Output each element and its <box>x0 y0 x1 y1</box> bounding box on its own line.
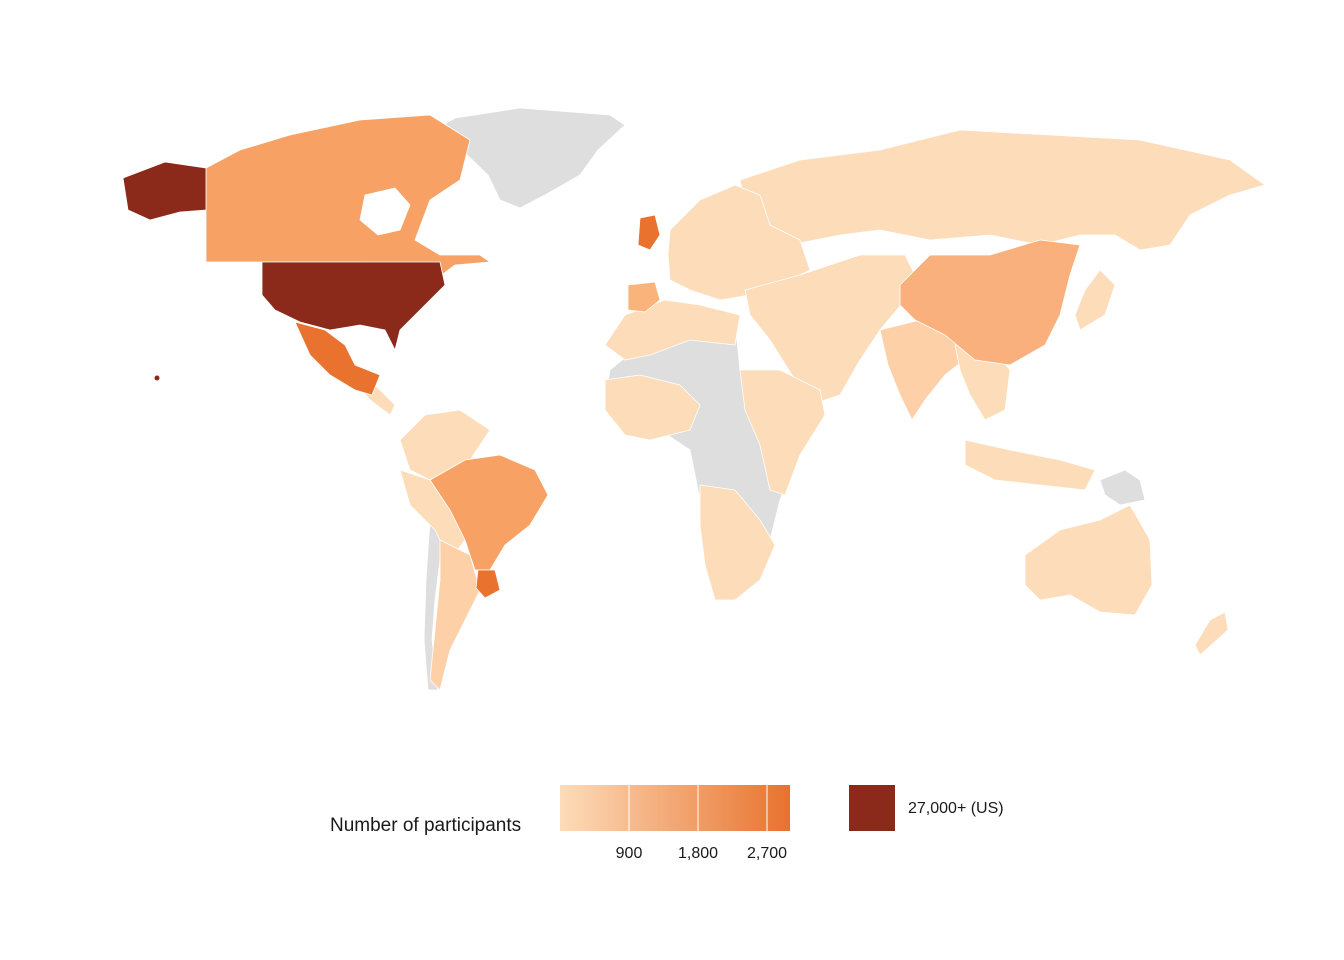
region-east-africa <box>739 369 826 496</box>
region-argentina <box>429 539 481 691</box>
legend-tick-label-0: 900 <box>615 845 643 862</box>
region-australia <box>1024 504 1153 616</box>
region-new-zealand <box>1194 611 1229 656</box>
region-indonesia <box>964 439 1096 491</box>
us-legend-swatch <box>849 785 895 831</box>
region-canada <box>205 114 491 286</box>
region-mexico <box>294 321 381 396</box>
us-legend-label: 27,000+ (US) <box>908 800 1004 817</box>
mid-value-regions <box>205 114 1081 571</box>
legend-title: Number of participants <box>330 815 522 836</box>
region-hawaii <box>154 375 160 381</box>
region-alaska <box>122 161 207 221</box>
legend-tick-marks <box>628 785 768 831</box>
region-hudson-bay <box>359 187 411 236</box>
legend-gradient <box>560 785 790 831</box>
legend-tick-label-1: 1,800 <box>677 845 719 862</box>
region-uruguay <box>475 569 501 599</box>
legend-color-bar <box>560 785 790 831</box>
region-west-africa <box>604 374 701 441</box>
legend-tick-label-2: 2,700 <box>746 845 788 862</box>
region-south-america-north <box>399 409 491 481</box>
region-uk <box>637 214 661 251</box>
us-regions <box>122 161 446 381</box>
region-japan <box>1074 269 1116 331</box>
low-value-regions <box>349 129 1266 691</box>
region-usa <box>261 261 446 351</box>
high-value-regions <box>294 214 661 599</box>
region-southeast-asia <box>1099 469 1146 506</box>
region-russia <box>739 129 1266 251</box>
region-spain <box>627 281 661 313</box>
region-brazil <box>429 454 549 571</box>
region-southern-africa <box>699 484 776 601</box>
region-middle-east-central-asia <box>744 254 921 406</box>
region-china <box>899 239 1081 366</box>
region-greenland <box>437 107 626 209</box>
